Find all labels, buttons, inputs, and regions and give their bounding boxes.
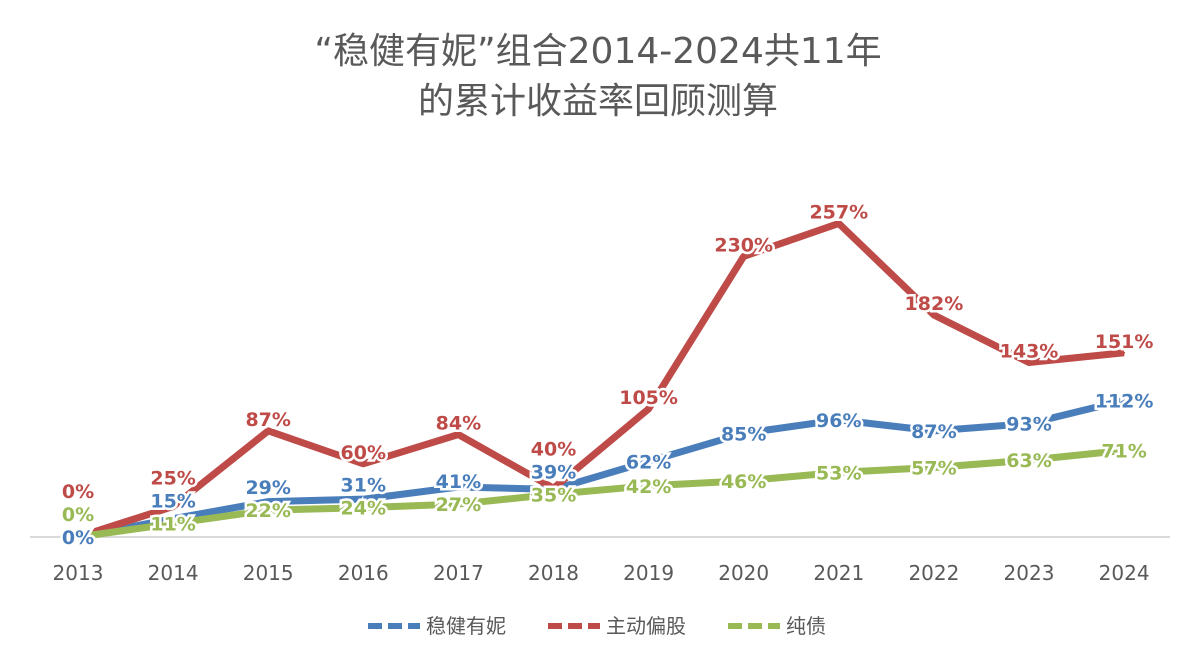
data-label: 46%	[721, 471, 766, 493]
data-label: 87%	[245, 409, 290, 431]
data-label: 63%	[1006, 450, 1051, 472]
x-tick-label: 2015	[243, 561, 294, 585]
data-label: 11%	[150, 514, 195, 536]
data-label: 25%	[150, 468, 195, 490]
x-tick-label: 2018	[528, 561, 579, 585]
data-label: 257%	[809, 201, 868, 223]
series-line-1	[76, 219, 1125, 541]
x-tick-label: 2023	[1004, 561, 1055, 585]
data-label: 24%	[341, 498, 386, 520]
data-point	[172, 505, 175, 508]
data-point	[647, 407, 650, 410]
data-point	[77, 536, 79, 538]
data-point	[1028, 361, 1030, 364]
chart-title-line2: 的累计收益率回顾测算	[417, 81, 778, 122]
x-tick-label: 2020	[718, 561, 769, 585]
data-label: 60%	[341, 442, 386, 464]
x-tick-label: 2024	[1099, 561, 1150, 585]
data-point	[457, 433, 460, 436]
data-point	[932, 466, 935, 469]
data-point	[1123, 399, 1126, 402]
data-label: 143%	[1000, 341, 1059, 363]
data-label: 84%	[436, 413, 481, 435]
data-point	[267, 509, 270, 512]
data-point	[742, 255, 745, 258]
data-label: 31%	[341, 475, 386, 497]
data-label: 62%	[626, 451, 671, 473]
data-label: 53%	[816, 462, 861, 484]
data-label: 230%	[714, 234, 773, 256]
data-label: 42%	[626, 476, 671, 498]
data-point	[552, 487, 555, 490]
x-tick-label: 2019	[623, 561, 674, 585]
data-label: 105%	[619, 387, 678, 409]
data-point	[267, 500, 270, 503]
data-label: 0%	[62, 504, 94, 526]
legend-label-0: 稳健有妮	[426, 614, 506, 638]
data-point	[932, 313, 935, 316]
data-point	[552, 493, 555, 496]
data-point	[457, 485, 460, 488]
data-label: 15%	[150, 491, 195, 513]
data-point	[457, 503, 460, 506]
data-label: 112%	[1095, 390, 1154, 412]
series-line-0	[77, 396, 1125, 541]
x-tick-label: 2022	[908, 561, 959, 585]
data-point	[742, 479, 745, 482]
data-label: 39%	[531, 461, 576, 483]
data-point	[647, 460, 650, 463]
data-label: 71%	[1101, 440, 1146, 462]
data-label: 40%	[531, 438, 576, 460]
x-tick-label: 2014	[148, 561, 199, 585]
data-label: 35%	[531, 484, 576, 506]
data-point	[837, 471, 840, 474]
data-label: 27%	[436, 494, 481, 516]
x-tick-label: 2013	[53, 561, 104, 585]
legend-label-2: 纯债	[786, 614, 826, 638]
x-tick-label: 2016	[338, 561, 389, 585]
data-label: 96%	[816, 410, 861, 432]
data-point	[362, 462, 365, 465]
x-tick-label: 2021	[813, 561, 864, 585]
data-point	[647, 484, 650, 487]
data-label: 57%	[911, 457, 956, 479]
data-point	[267, 429, 270, 432]
data-point	[932, 429, 935, 432]
data-label: 182%	[905, 293, 964, 315]
data-label: 0%	[62, 527, 94, 549]
data-label: 85%	[721, 423, 766, 445]
data-point	[362, 498, 365, 501]
data-point	[172, 522, 175, 525]
data-label: 29%	[245, 477, 290, 499]
data-label: 87%	[911, 421, 956, 443]
data-point	[837, 418, 840, 421]
data-point	[742, 432, 745, 435]
data-point	[1028, 422, 1030, 425]
data-point	[172, 517, 175, 520]
data-label: 0%	[62, 481, 94, 503]
chart-title-line1: “稳健有妮”组合2014-2024共11年	[314, 31, 882, 72]
legend-label-1: 主动偏股	[606, 614, 686, 638]
data-point	[837, 222, 840, 225]
data-label: 22%	[245, 500, 290, 522]
x-tick-label: 2017	[433, 561, 484, 585]
data-point	[362, 506, 365, 509]
data-label: 151%	[1095, 331, 1154, 353]
data-label: 93%	[1006, 414, 1051, 436]
series-line-2	[77, 446, 1125, 541]
data-point	[1028, 459, 1030, 462]
data-point	[1123, 449, 1126, 452]
data-point	[1123, 351, 1126, 354]
data-label: 41%	[436, 471, 481, 493]
